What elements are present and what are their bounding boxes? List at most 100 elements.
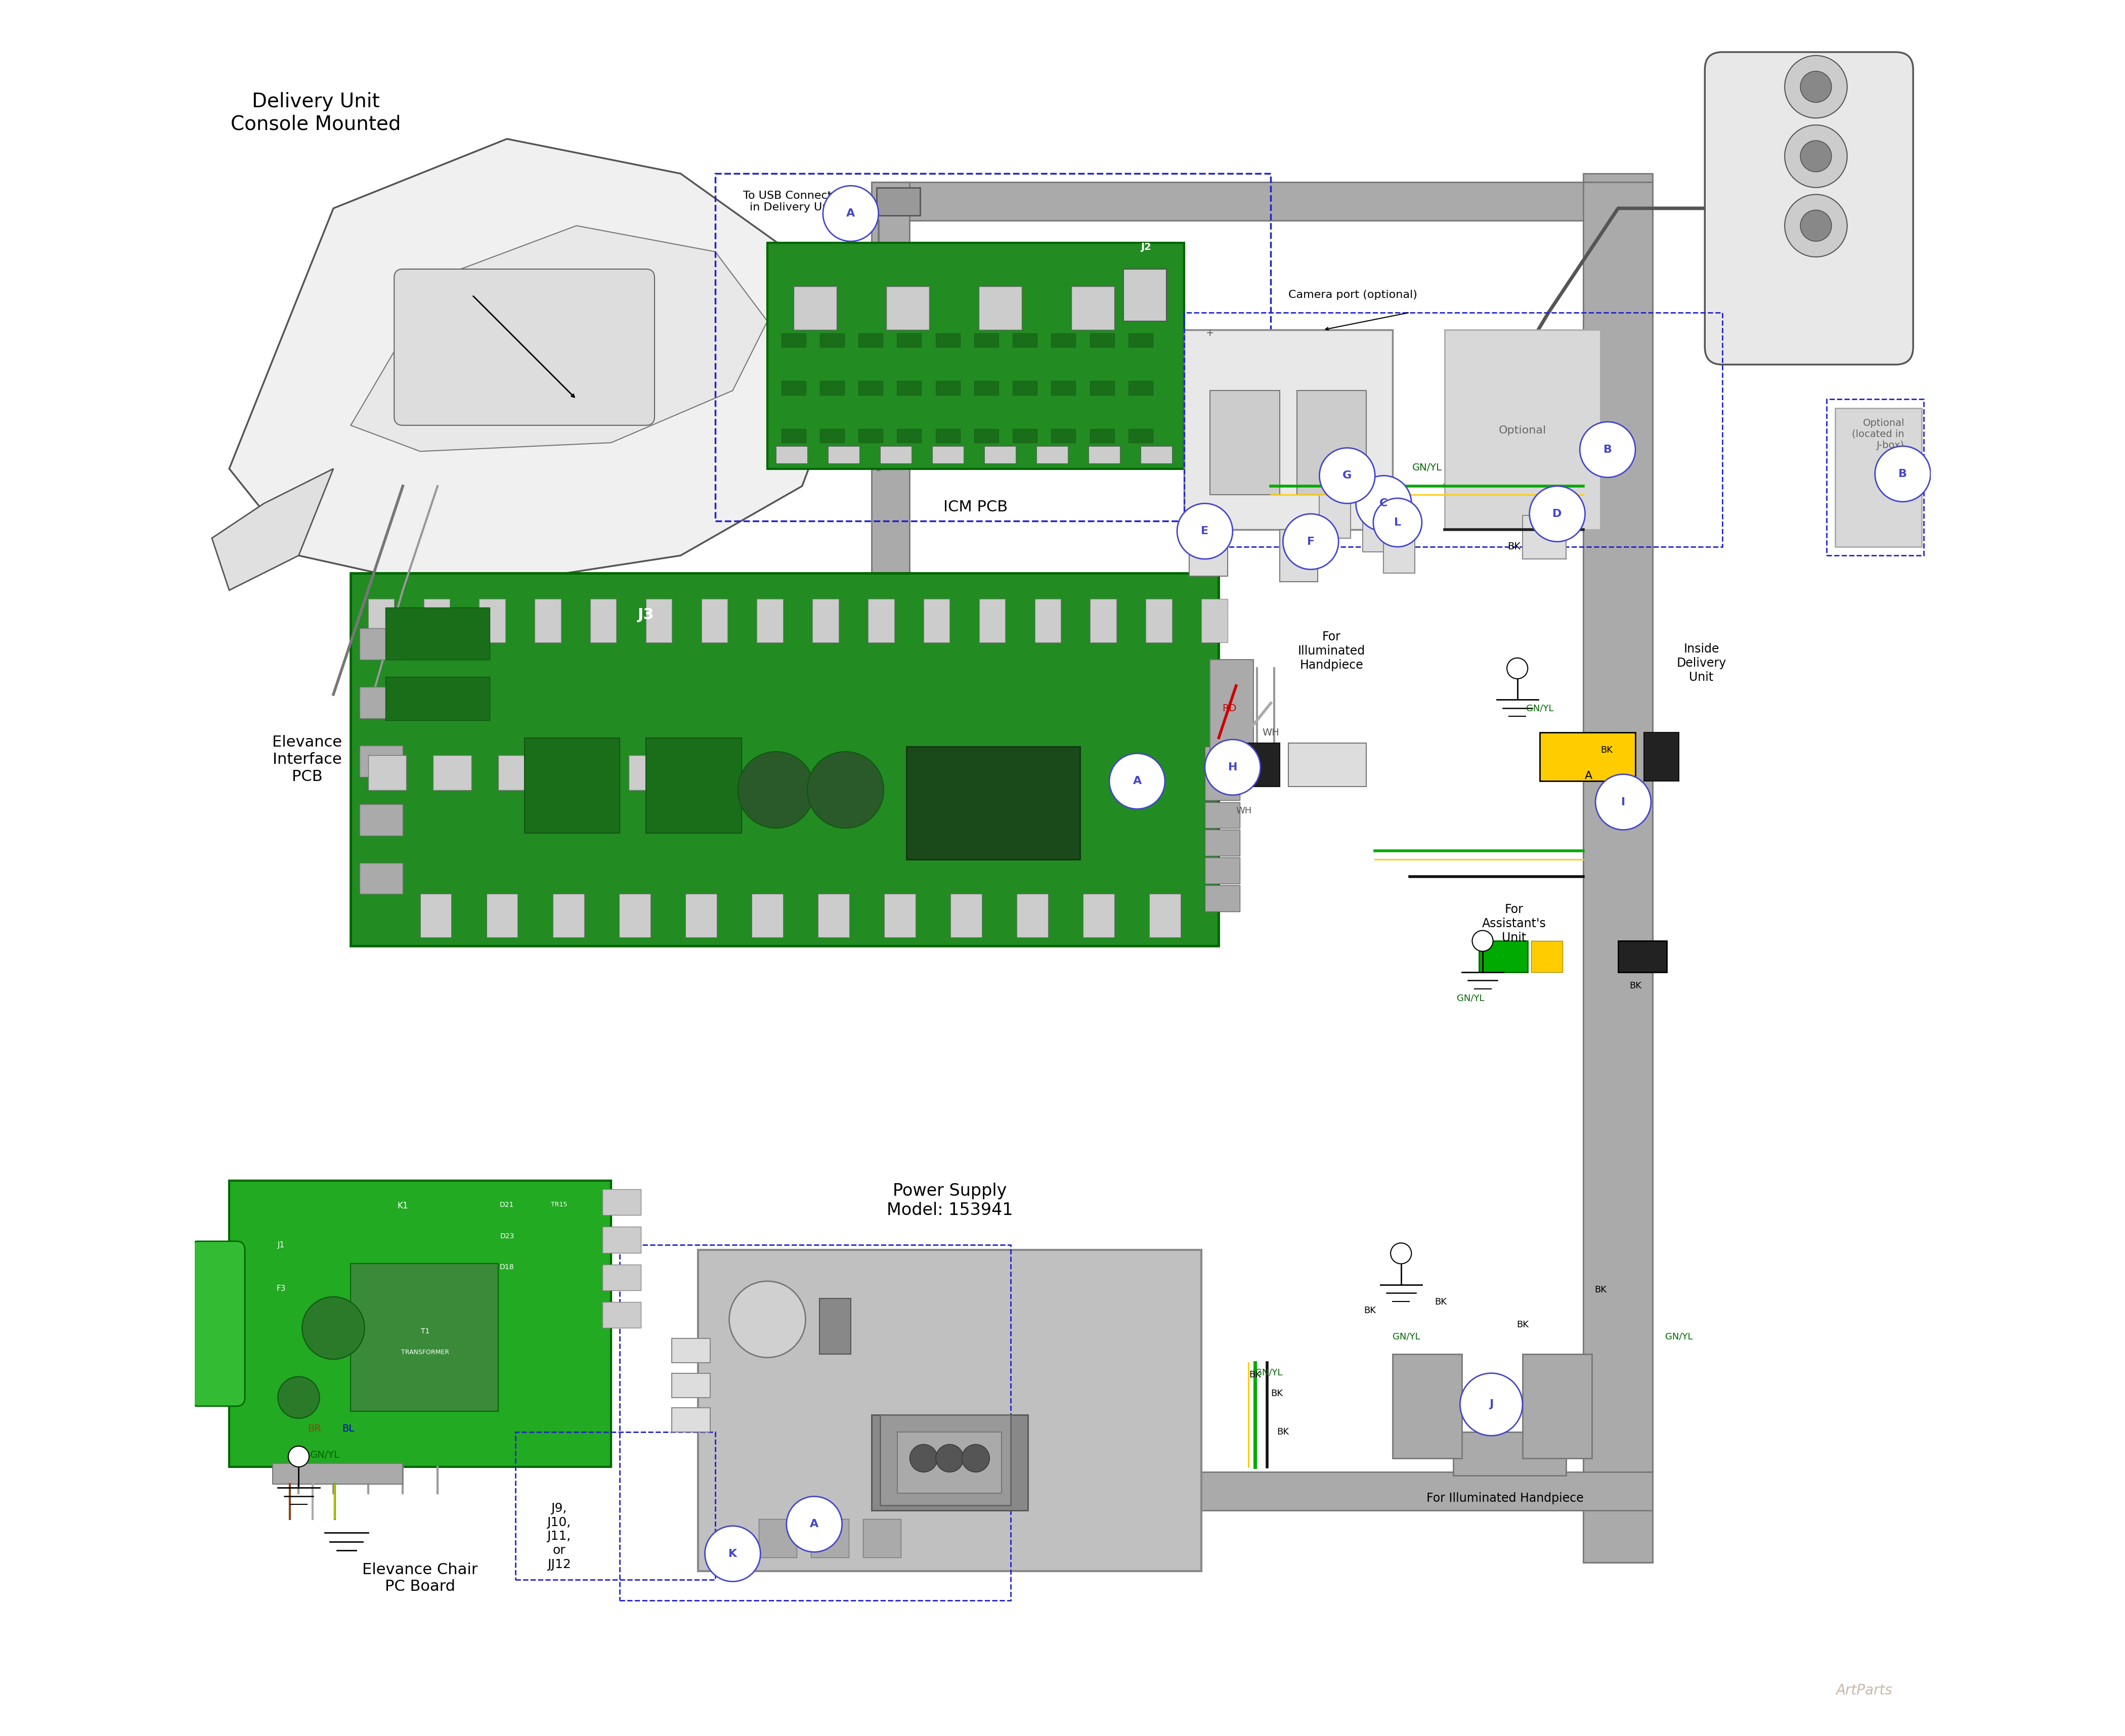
Text: Elevance
Interface
PCB: Elevance Interface PCB: [272, 734, 342, 785]
FancyBboxPatch shape: [1141, 446, 1171, 464]
FancyBboxPatch shape: [1645, 733, 1679, 781]
FancyBboxPatch shape: [1037, 446, 1067, 464]
Text: I: I: [1621, 797, 1626, 807]
FancyBboxPatch shape: [1617, 941, 1666, 972]
Text: Elevance Chair
PC Board: Elevance Chair PC Board: [363, 1562, 478, 1594]
FancyBboxPatch shape: [1209, 391, 1279, 495]
Circle shape: [1507, 658, 1528, 679]
Text: GN/YL: GN/YL: [1666, 1332, 1694, 1342]
FancyBboxPatch shape: [973, 429, 999, 443]
FancyBboxPatch shape: [782, 333, 805, 347]
FancyBboxPatch shape: [1392, 1354, 1462, 1458]
FancyBboxPatch shape: [933, 446, 963, 464]
Text: BK: BK: [1630, 981, 1640, 991]
Text: BK: BK: [1271, 1389, 1284, 1397]
FancyBboxPatch shape: [980, 286, 1022, 330]
FancyBboxPatch shape: [1836, 408, 1921, 547]
FancyBboxPatch shape: [563, 755, 601, 790]
FancyBboxPatch shape: [487, 894, 518, 937]
Text: Power Supply
Model: 153941: Power Supply Model: 153941: [886, 1182, 1014, 1219]
Text: A: A: [1133, 776, 1141, 786]
FancyBboxPatch shape: [1320, 495, 1351, 538]
FancyBboxPatch shape: [1184, 330, 1392, 529]
FancyBboxPatch shape: [782, 429, 805, 443]
FancyBboxPatch shape: [1052, 429, 1075, 443]
Circle shape: [737, 752, 814, 828]
FancyBboxPatch shape: [1445, 330, 1600, 529]
Text: BK: BK: [1600, 745, 1613, 755]
Text: BL: BL: [342, 1424, 355, 1434]
FancyBboxPatch shape: [189, 1241, 244, 1406]
FancyBboxPatch shape: [820, 333, 844, 347]
FancyBboxPatch shape: [1205, 774, 1239, 800]
Circle shape: [1460, 1373, 1522, 1436]
FancyBboxPatch shape: [776, 446, 808, 464]
FancyBboxPatch shape: [859, 333, 882, 347]
FancyBboxPatch shape: [812, 1519, 850, 1557]
Text: GN/YL: GN/YL: [1526, 703, 1553, 713]
FancyBboxPatch shape: [935, 429, 960, 443]
Text: RD: RD: [1222, 703, 1237, 713]
Text: Optional: Optional: [1498, 425, 1547, 436]
Text: A: A: [1585, 771, 1592, 781]
FancyBboxPatch shape: [863, 1519, 901, 1557]
FancyBboxPatch shape: [820, 429, 844, 443]
FancyBboxPatch shape: [1184, 1472, 1653, 1510]
FancyBboxPatch shape: [272, 1463, 404, 1484]
Text: GN/YL: GN/YL: [1413, 462, 1443, 472]
Circle shape: [1800, 141, 1832, 172]
Text: J1: J1: [278, 1241, 285, 1248]
FancyBboxPatch shape: [525, 738, 620, 833]
FancyBboxPatch shape: [897, 429, 922, 443]
FancyBboxPatch shape: [869, 599, 895, 642]
FancyBboxPatch shape: [984, 446, 1016, 464]
FancyBboxPatch shape: [1088, 446, 1120, 464]
FancyBboxPatch shape: [385, 677, 489, 720]
FancyBboxPatch shape: [820, 382, 844, 396]
Text: E: E: [1201, 526, 1209, 536]
Text: GN/YL: GN/YL: [1456, 993, 1483, 1003]
FancyBboxPatch shape: [359, 687, 404, 719]
FancyBboxPatch shape: [351, 1264, 497, 1411]
FancyBboxPatch shape: [973, 333, 999, 347]
FancyBboxPatch shape: [1362, 514, 1390, 552]
FancyBboxPatch shape: [1145, 599, 1171, 642]
FancyBboxPatch shape: [385, 608, 489, 660]
Circle shape: [822, 186, 878, 241]
FancyBboxPatch shape: [536, 599, 561, 642]
FancyBboxPatch shape: [924, 599, 950, 642]
Bar: [620, 1245, 1009, 1601]
FancyBboxPatch shape: [1190, 516, 1228, 576]
FancyBboxPatch shape: [1014, 382, 1037, 396]
Circle shape: [729, 1281, 805, 1358]
FancyBboxPatch shape: [1205, 746, 1239, 773]
FancyBboxPatch shape: [1296, 391, 1366, 495]
FancyBboxPatch shape: [897, 333, 922, 347]
FancyBboxPatch shape: [603, 1227, 640, 1253]
FancyBboxPatch shape: [897, 382, 922, 396]
FancyBboxPatch shape: [1532, 941, 1562, 972]
FancyBboxPatch shape: [618, 894, 650, 937]
FancyBboxPatch shape: [820, 1299, 850, 1354]
Text: ArtParts: ArtParts: [1836, 1684, 1893, 1698]
FancyBboxPatch shape: [1090, 382, 1114, 396]
Bar: [716, 174, 1271, 521]
Text: ICM PCB: ICM PCB: [944, 500, 1007, 514]
FancyBboxPatch shape: [1521, 1354, 1592, 1458]
Circle shape: [1874, 446, 1930, 502]
FancyBboxPatch shape: [1071, 286, 1116, 330]
FancyBboxPatch shape: [359, 863, 404, 894]
FancyBboxPatch shape: [1090, 429, 1114, 443]
Text: TR15: TR15: [550, 1201, 567, 1208]
Text: B: B: [1602, 444, 1613, 455]
Circle shape: [1800, 71, 1832, 102]
Text: RD: RD: [1237, 779, 1250, 790]
FancyBboxPatch shape: [859, 382, 882, 396]
Circle shape: [1177, 503, 1232, 559]
Polygon shape: [229, 139, 854, 590]
FancyBboxPatch shape: [1035, 599, 1060, 642]
Text: To USB Connector
in Delivery Unit: To USB Connector in Delivery Unit: [744, 191, 844, 212]
Text: BK: BK: [1434, 1297, 1447, 1307]
FancyBboxPatch shape: [701, 599, 727, 642]
Circle shape: [1785, 194, 1847, 257]
